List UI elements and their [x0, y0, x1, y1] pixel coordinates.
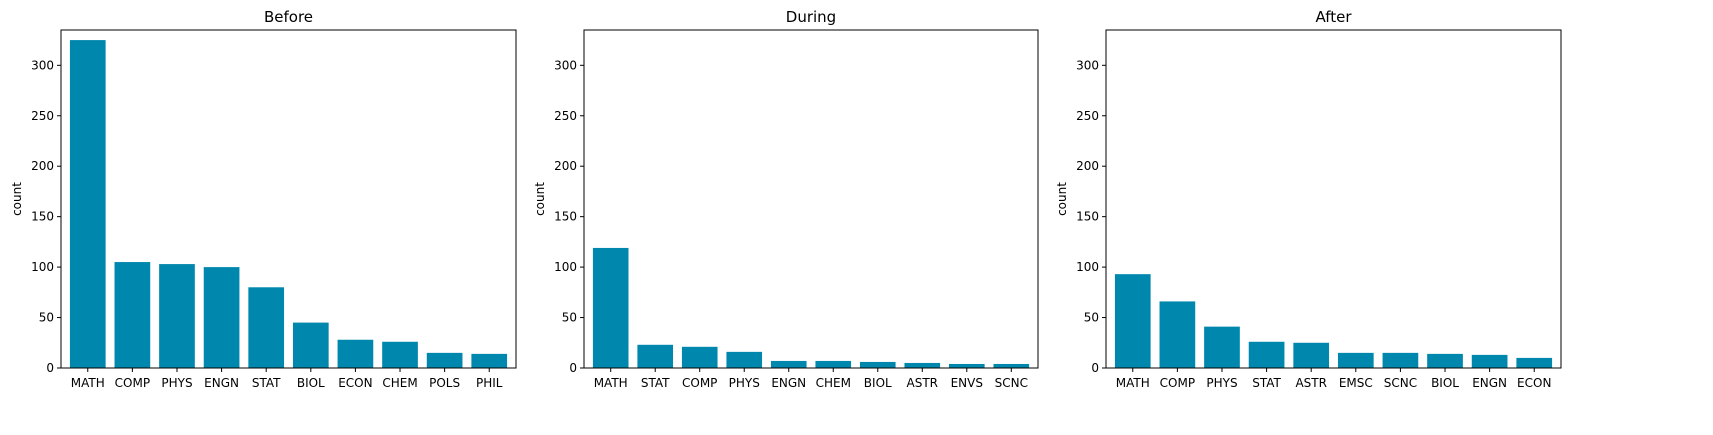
bar	[69, 40, 106, 369]
bar	[859, 361, 896, 368]
y-axis-label: count	[533, 182, 547, 216]
x-tick-label: CHEM	[816, 376, 851, 390]
chart-panel-0: 0 50 100 150 200 250 300 MATH COMP PHYS ENGN STAT BI…	[10, 8, 517, 390]
bar	[904, 362, 941, 368]
y-tick-label: 100	[31, 260, 54, 274]
x-tick-label: SCNC	[995, 376, 1028, 390]
y-tick-label: 50	[562, 311, 577, 325]
x-tick-label: MATH	[1116, 376, 1150, 390]
bar	[948, 363, 985, 368]
bar	[815, 360, 852, 368]
bar	[337, 339, 374, 368]
y-axis-label: count	[10, 182, 24, 216]
x-tick-label: PHYS	[161, 376, 192, 390]
y-tick-label: 50	[1084, 311, 1099, 325]
chart-title: Before	[264, 8, 313, 26]
x-tick-label: ASTR	[907, 376, 939, 390]
x-tick-label: ENGN	[771, 376, 806, 390]
bar	[1337, 352, 1374, 368]
chart-panel-1: 0 50 100 150 200 250 300 MATH STAT COMP PHYS ENGN CH…	[533, 8, 1039, 390]
y-tick-label: 250	[554, 109, 577, 123]
bar	[1382, 352, 1419, 368]
y-axis-label: count	[1055, 182, 1069, 216]
y-tick-label: 100	[554, 260, 577, 274]
x-tick-label: ENGN	[204, 376, 239, 390]
x-tick-label: PHIL	[476, 376, 503, 390]
y-tick-label: 250	[31, 109, 54, 123]
y-tick-label: 300	[31, 58, 54, 72]
y-tick-label: 200	[554, 159, 577, 173]
bar	[726, 351, 763, 368]
bar	[292, 322, 329, 368]
x-tick-label: ECON	[338, 376, 372, 390]
axes-frame	[1105, 29, 1562, 369]
x-tick-label: PHYS	[1206, 376, 1237, 390]
bar	[114, 262, 151, 368]
y-tick-label: 250	[1076, 109, 1099, 123]
axes-frame	[583, 29, 1039, 369]
x-tick-label: COMP	[682, 376, 717, 390]
bar	[1114, 274, 1151, 368]
y-tick-label: 100	[1076, 260, 1099, 274]
bar	[471, 353, 508, 368]
bar	[592, 247, 629, 368]
bar	[1248, 341, 1285, 368]
bar	[1427, 353, 1463, 368]
y-tick-label: 200	[31, 159, 54, 173]
x-tick-label: ASTR	[1295, 376, 1327, 390]
x-tick-label: EMSC	[1339, 376, 1373, 390]
x-tick-label: SCNC	[1384, 376, 1417, 390]
bar	[1159, 301, 1196, 368]
x-tick-label: MATH	[71, 376, 105, 390]
x-tick-label: BIOL	[297, 376, 325, 390]
x-tick-label: PHYS	[729, 376, 760, 390]
bar	[203, 267, 240, 368]
bar	[1204, 326, 1240, 368]
x-tick-label: CHEM	[382, 376, 417, 390]
y-tick-label: 150	[31, 210, 54, 224]
x-tick-label: ENVS	[951, 376, 983, 390]
x-tick-label: MATH	[594, 376, 628, 390]
x-tick-label: STAT	[1252, 376, 1281, 390]
bar	[681, 346, 718, 368]
y-tick-label: 150	[1076, 210, 1099, 224]
bar	[1471, 354, 1508, 368]
y-tick-label: 200	[1076, 159, 1099, 173]
chart-title: During	[786, 8, 836, 26]
y-tick-label: 300	[1076, 58, 1099, 72]
y-tick-label: 50	[39, 311, 54, 325]
bar	[993, 363, 1030, 368]
x-tick-label: ENGN	[1472, 376, 1507, 390]
bar	[1293, 342, 1330, 368]
y-tick-label: 300	[554, 58, 577, 72]
y-tick-label: 0	[46, 361, 54, 375]
axes-frame	[60, 29, 517, 369]
y-tick-label: 0	[569, 361, 577, 375]
x-tick-label: COMP	[1160, 376, 1195, 390]
y-tick-label: 150	[554, 210, 577, 224]
x-tick-label: COMP	[115, 376, 150, 390]
x-tick-label: BIOL	[864, 376, 892, 390]
bar	[770, 360, 807, 368]
chart-title: After	[1315, 8, 1352, 26]
bar	[159, 264, 195, 368]
chart-panel-2: 0 50 100 150 200 250 300 MATH COMP PHYS STAT ASTR EM…	[1055, 8, 1562, 390]
x-tick-label: STAT	[252, 376, 281, 390]
bar	[637, 344, 674, 368]
x-tick-label: POLS	[429, 376, 460, 390]
bar	[248, 287, 285, 368]
bar	[1516, 357, 1553, 368]
bar	[382, 341, 418, 368]
x-tick-label: BIOL	[1431, 376, 1459, 390]
x-tick-label: STAT	[641, 376, 670, 390]
bar	[426, 352, 463, 368]
y-tick-label: 0	[1091, 361, 1099, 375]
x-tick-label: ECON	[1517, 376, 1551, 390]
